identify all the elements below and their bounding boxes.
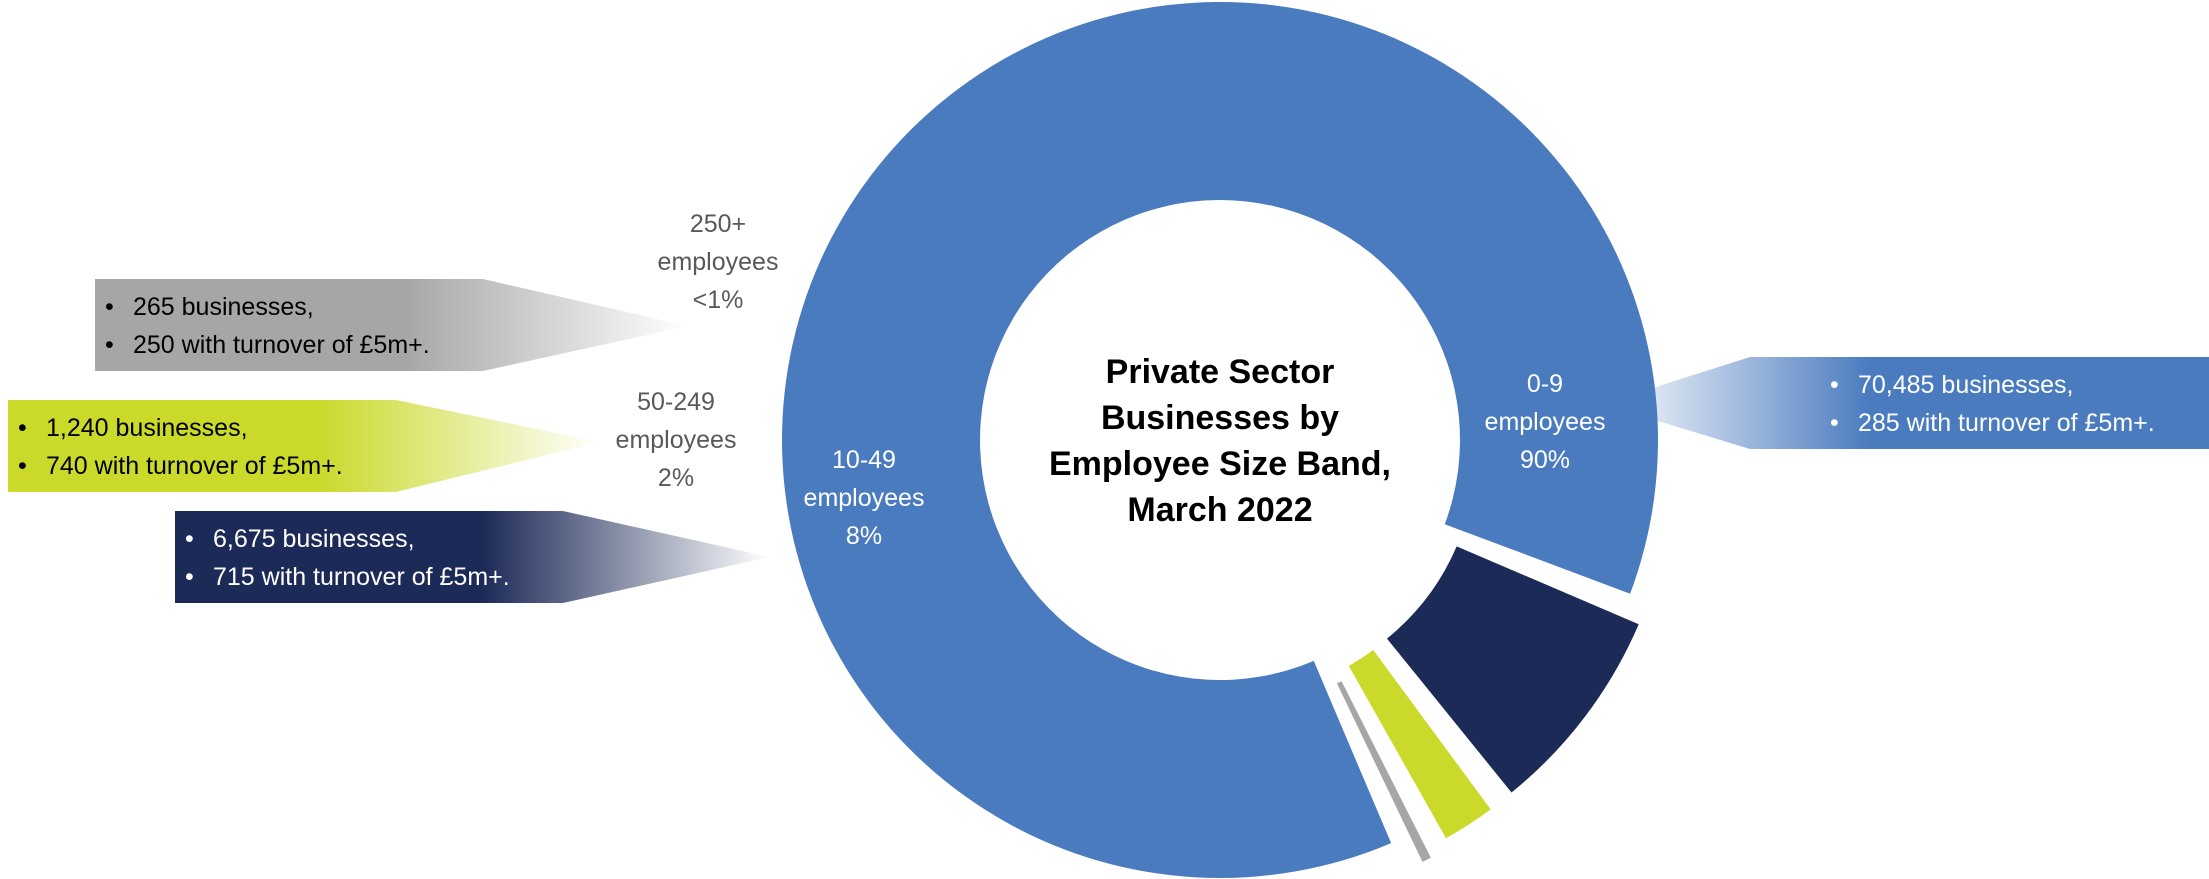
callout-bullet-icon: • [1830,409,1839,437]
callout-bullet-icon: • [185,525,194,553]
callout-turnover-50-249: 740 with turnover of £5m+. [46,452,343,480]
callout-bullet-icon: • [185,563,194,591]
callout-businesses-250+: 265 businesses, [133,293,314,321]
segment-label-50-249: 50-249 employees 2% [616,388,737,492]
donut-segment-10-49 [1386,546,1639,793]
callout-bullet-icon: • [18,414,27,442]
donut-segment-0-9 [781,1,1659,878]
callout-businesses-0-9: 70,485 businesses, [1858,371,2073,399]
callout-turnover-10-49: 715 with turnover of £5m+. [213,563,510,591]
callout-box-50-249 [8,400,600,492]
segments-layer [781,1,1659,878]
callout-businesses-50-249: 1,240 businesses, [46,414,248,442]
callout-bullet-icon: • [18,452,27,480]
callout-box-10-49 [175,511,770,603]
segment-labels-layer: 0-9 employees 90% 10-49 employees 8% 50-249 emp… [616,210,1606,550]
callout-bullet-icon: • [105,293,114,321]
chart-title: Private Sector Businesses by Employee Size… [1049,353,1391,529]
segment-label-10-49: 10-49 employees 8% [804,446,925,550]
donut-segment-50-249 [1348,649,1491,839]
callout-box-250+ [95,279,688,371]
callout-turnover-250+: 250 with turnover of £5m+. [133,331,430,359]
segment-label-0-9: 0-9 employees 90% [1485,370,1606,474]
callout-businesses-10-49: 6,675 businesses, [213,525,415,553]
callout-box-0-9 [1602,357,2209,449]
segment-label-250+: 250+ employees <1% [658,210,779,314]
callout-bullet-icon: • [105,331,114,359]
callouts-layer: • 70,485 businesses, • 285 with turnover of… [8,279,2209,603]
donut-segment-250+ [1336,681,1431,862]
callout-bullet-icon: • [1830,371,1839,399]
callout-turnover-0-9: 285 with turnover of £5m+. [1858,409,2155,437]
